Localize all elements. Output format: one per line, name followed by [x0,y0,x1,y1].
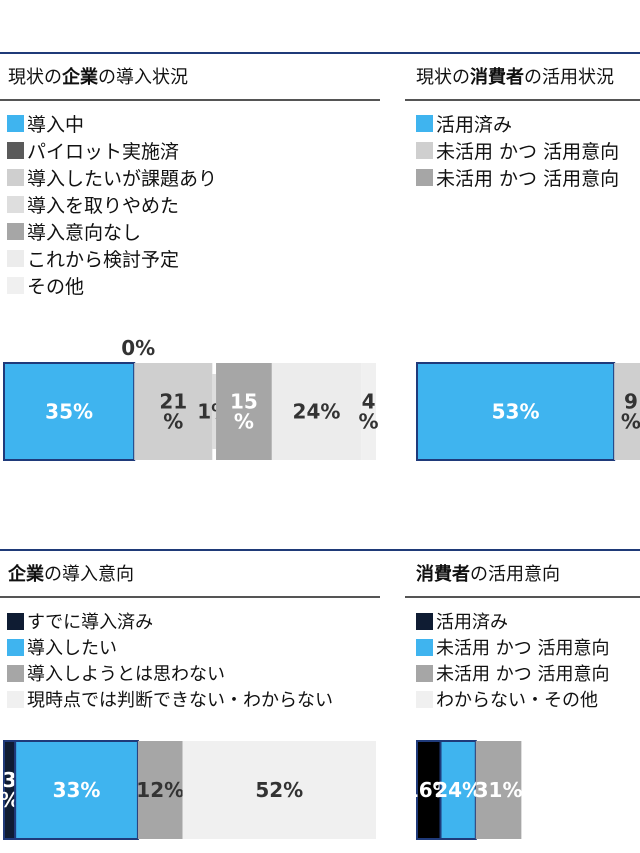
title-underline [405,596,640,598]
legend-swatch [416,638,433,656]
legend-item: 現時点では判断できない・わからない [7,686,333,712]
legend-swatch [7,169,24,186]
stacked-bar-current-consumer: 53% 9% [416,362,640,461]
stacked-bar-intent-consumer: 16%24%31% [405,740,523,840]
legend-item: 導入したいが課題あり [7,164,217,191]
legend-item: 導入したい [7,634,333,660]
legend-swatch [7,638,24,656]
legend-swatch [7,223,24,240]
bar-segment [416,362,616,461]
legend-swatch [7,277,24,294]
legend-swatch [416,664,433,682]
data-label: 33% [53,778,101,802]
bar-segment [137,741,183,839]
data-label: 0% [121,336,155,360]
title-underline [0,596,380,598]
legend-swatch [7,690,24,708]
data-label: 15% [230,390,258,434]
section-divider-top [0,52,640,54]
section-divider-bottom [0,549,640,551]
legend-item: わからない・その他 [416,686,609,712]
legend-swatch [416,690,433,708]
legend-item: すでに導入済み [7,608,333,634]
chart-title-intent-enterprise: 企業の導入意向 [8,564,134,585]
legend-item: 活用済み [416,608,609,634]
legend-item: その他 [7,272,217,299]
data-label: 24% [293,400,341,424]
legend-current-consumer: 活用済み 未活用 かつ 活用意向 未活用 かつ 活用意向 [416,110,619,191]
data-label: 21% [159,390,187,434]
data-label: 24% [434,778,482,802]
legend-item: 導入中 [7,110,217,137]
legend-item: 未活用 かつ 活用意向 [416,634,609,660]
legend-swatch [7,142,24,159]
legend-swatch [7,664,24,682]
data-label: 31% [475,778,523,802]
data-label: 52% [255,778,303,802]
chart-title-current-consumer: 現状の消費者の活用状況 [416,67,614,88]
legend-swatch [416,115,433,132]
data-label: 4% [359,390,379,434]
bar-segment [3,362,136,461]
bar-segment [212,374,217,449]
legend-swatch [416,612,433,630]
chart-title-current-enterprise: 現状の企業の導入状況 [8,67,188,88]
bar-segment [182,741,376,839]
legend-swatch [7,115,24,132]
legend-swatch [416,142,433,159]
bar-segment [134,363,213,460]
legend-current-enterprise: 導入中 パイロット実施済 導入したいが課題あり 導入を取りやめた 導入意向なし … [7,110,217,299]
title-underline [0,99,380,101]
legend-intent-enterprise: すでに導入済み 導入したい 導入しようとは思わない 現時点では判断できない・わか… [7,608,333,712]
bar-segment [475,741,522,839]
legend-intent-consumer: 活用済み 未活用 かつ 活用意向 未活用 かつ 活用意向 わからない・その他 [416,608,609,712]
bar-segment [361,363,376,460]
legend-swatch [416,169,433,186]
data-label: 12% [136,778,184,802]
legend-item: 導入を取りやめた [7,191,217,218]
legend-item: 活用済み [416,110,619,137]
data-label: 53% [492,400,540,424]
legend-item: 未活用 かつ 活用意向 [416,660,609,686]
legend-swatch [7,196,24,213]
legend-swatch [7,250,24,267]
legend-item: これから検討予定 [7,245,217,272]
bar-segment [439,740,477,840]
bar-segment [614,363,640,460]
bar-segment [14,740,139,840]
chart-title-intent-consumer: 消費者の活用意向 [416,564,560,585]
data-label: 9% [621,390,640,434]
legend-item: パイロット実施済 [7,137,217,164]
stacked-bar-intent-enterprise: 3% 33% 12% 52% [0,740,376,840]
title-underline [405,99,640,101]
bar-segment [216,363,272,460]
legend-swatch [7,612,24,630]
legend-item: 導入意向なし [7,218,217,245]
legend-item: 未活用 かつ 活用意向 [416,164,619,191]
stacked-bar-current-enterprise: 35%0%21% 1%15% 24% 4% [3,336,379,461]
bar-segment [271,363,362,460]
data-label: 35% [45,400,93,424]
legend-item: 未活用 かつ 活用意向 [416,137,619,164]
legend-item: 導入しようとは思わない [7,660,333,686]
